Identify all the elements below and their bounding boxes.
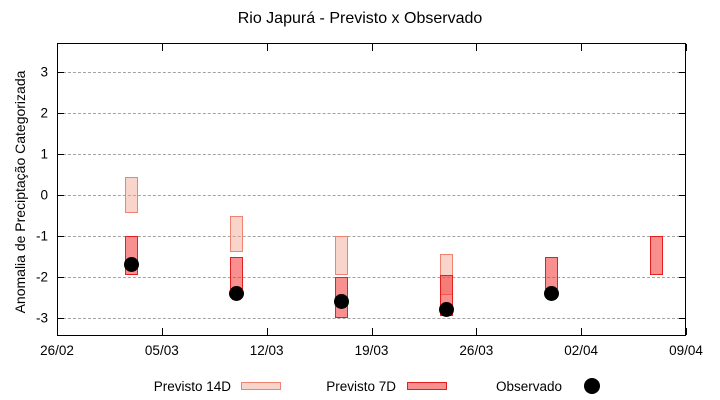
x-tick-mark <box>686 44 687 51</box>
y-tick-label: 2 <box>40 105 48 121</box>
forecast-box-7d <box>230 256 244 290</box>
x-tick-label: 26/02 <box>40 343 74 358</box>
plot-area <box>57 43 686 336</box>
chart-title: Rio Japurá - Previsto x Observado <box>237 10 483 27</box>
legend-label-previsto-7d: Previsto 7D <box>326 379 396 394</box>
legend-swatch-previsto-7d <box>407 382 447 390</box>
legend-label-observado: Observado <box>495 379 562 394</box>
grid-line <box>58 317 685 319</box>
y-tick-mark <box>679 195 686 197</box>
observed-dot <box>229 285 245 301</box>
x-tick-label: 26/03 <box>459 343 494 358</box>
y-tick-mark <box>57 72 64 74</box>
x-tick-mark <box>581 328 583 335</box>
legend-dot-observado <box>584 378 600 394</box>
observed-dot <box>124 257 140 273</box>
x-tick-label: 19/03 <box>354 343 389 358</box>
y-tick-label: 3 <box>40 64 48 80</box>
grid-line <box>58 276 685 278</box>
x-tick-mark <box>266 44 268 51</box>
legend-swatch-previsto-14d <box>241 382 281 390</box>
grid-line <box>58 195 685 197</box>
y-tick-mark <box>679 72 686 74</box>
x-tick-mark <box>476 328 478 335</box>
y-tick-mark <box>57 236 64 237</box>
y-tick-mark <box>679 154 686 156</box>
x-tick-label: 05/03 <box>144 343 179 358</box>
x-tick-mark <box>371 44 373 51</box>
observed-dot <box>438 302 454 318</box>
y-tick-label: -1 <box>35 228 48 244</box>
x-tick-mark <box>476 44 478 51</box>
forecast-box-14d <box>230 215 244 253</box>
x-tick-mark <box>161 44 163 51</box>
y-tick-mark <box>679 317 686 319</box>
y-tick-label: 1 <box>40 146 48 162</box>
x-tick-mark <box>686 328 687 335</box>
grid-line <box>58 236 685 237</box>
y-tick-mark <box>679 236 686 237</box>
y-tick-mark <box>57 154 64 156</box>
observed-dot <box>334 294 350 310</box>
grid-line <box>58 72 685 74</box>
y-tick-label: -2 <box>35 269 48 285</box>
y-tick-mark <box>57 276 64 278</box>
x-tick-mark <box>371 328 373 335</box>
x-tick-mark <box>266 328 268 335</box>
forecast-box-7d <box>649 236 663 275</box>
y-tick-mark <box>679 276 686 278</box>
x-tick-mark <box>57 328 58 335</box>
grid-line <box>58 113 685 115</box>
x-tick-mark <box>581 44 583 51</box>
y-tick-mark <box>57 195 64 197</box>
x-tick-label: 12/03 <box>249 343 284 358</box>
observed-dot <box>543 285 559 301</box>
x-tick-mark <box>57 44 58 51</box>
forecast-box-7d <box>544 256 558 290</box>
grid-line <box>58 154 685 156</box>
x-tick-label: 09/04 <box>669 343 703 358</box>
x-tick-mark <box>161 328 163 335</box>
x-tick-label: 02/04 <box>564 343 599 358</box>
y-tick-label: 0 <box>40 187 48 203</box>
y-tick-mark <box>57 317 64 319</box>
forecast-box-14d <box>125 176 139 214</box>
forecast-box-14d <box>335 236 349 275</box>
legend-label-previsto-14d: Previsto 14D <box>153 379 231 394</box>
y-tick-mark <box>679 113 686 115</box>
y-tick-mark <box>57 113 64 115</box>
y-tick-label: -3 <box>35 310 48 326</box>
